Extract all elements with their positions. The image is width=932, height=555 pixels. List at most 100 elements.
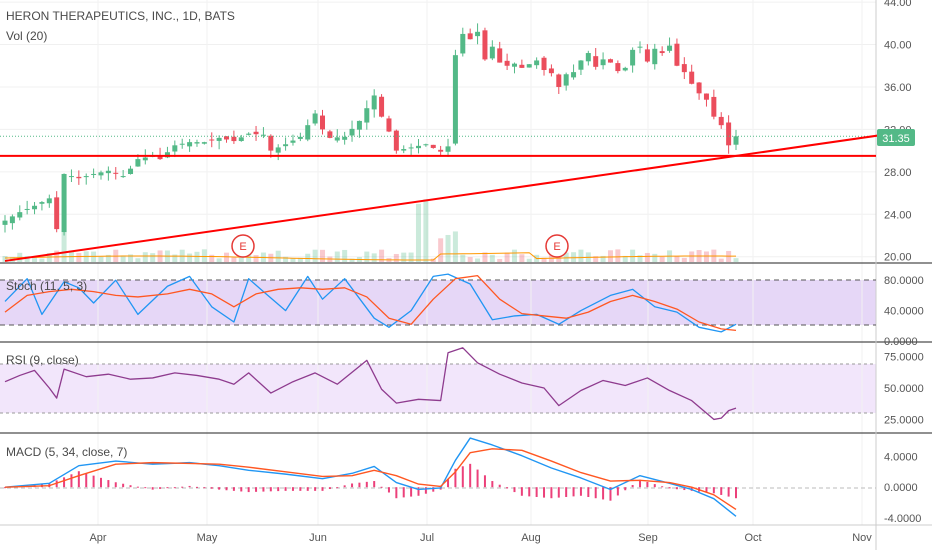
candle-body[interactable] — [179, 143, 185, 145]
candle-body[interactable] — [17, 212, 23, 218]
candle-body[interactable] — [371, 95, 377, 110]
candle-body[interactable] — [342, 136, 348, 140]
candle-body[interactable] — [320, 115, 326, 130]
candle-body[interactable] — [600, 59, 606, 66]
candle-body[interactable] — [164, 152, 170, 158]
candle-body[interactable] — [187, 142, 193, 147]
candle-body[interactable] — [386, 118, 392, 132]
candle-body[interactable] — [667, 45, 673, 51]
candle-body[interactable] — [593, 56, 599, 67]
candle-body[interactable] — [312, 113, 318, 124]
candle-body[interactable] — [297, 136, 303, 139]
candle-body[interactable] — [607, 59, 613, 63]
candle-body[interactable] — [172, 145, 178, 152]
candle-body[interactable] — [216, 137, 222, 141]
candle-body[interactable] — [519, 64, 525, 68]
candle-body[interactable] — [585, 53, 591, 62]
candle-body[interactable] — [659, 51, 665, 54]
candle-body[interactable] — [622, 67, 628, 71]
candle-body[interactable] — [511, 63, 517, 67]
candle-body[interactable] — [452, 55, 458, 144]
candle-body[interactable] — [408, 147, 414, 149]
candle-body[interactable] — [128, 168, 134, 175]
candle-body[interactable] — [209, 139, 215, 141]
candle-body[interactable] — [541, 57, 547, 71]
candle-body[interactable] — [689, 71, 695, 84]
candle-body[interactable] — [475, 31, 481, 37]
candle-body[interactable] — [201, 142, 207, 144]
candle-body[interactable] — [54, 197, 60, 230]
candle-body[interactable] — [681, 64, 687, 73]
candle-body[interactable] — [24, 208, 30, 210]
candle-body[interactable] — [534, 60, 540, 66]
candle-body[interactable] — [556, 74, 562, 87]
candle-body[interactable] — [578, 60, 584, 70]
candle-body[interactable] — [415, 145, 421, 149]
candle-body[interactable] — [194, 142, 200, 144]
candle-body[interactable] — [76, 176, 82, 179]
candle-body[interactable] — [98, 172, 104, 176]
candle-body[interactable] — [238, 137, 244, 142]
candle-body[interactable] — [726, 122, 732, 146]
candle-body[interactable] — [571, 72, 577, 78]
candles[interactable] — [2, 23, 739, 236]
candle-body[interactable] — [379, 96, 385, 117]
candle-body[interactable] — [39, 202, 45, 204]
candle-body[interactable] — [733, 136, 739, 145]
candle-body[interactable] — [334, 137, 340, 141]
trendline[interactable] — [4, 130, 906, 262]
candle-body[interactable] — [246, 133, 252, 135]
candle-body[interactable] — [68, 176, 74, 178]
candle-body[interactable] — [356, 120, 362, 130]
candle-body[interactable] — [253, 131, 259, 135]
candle-body[interactable] — [630, 49, 636, 66]
earnings-marker[interactable]: E — [231, 234, 255, 258]
candle-body[interactable] — [718, 116, 724, 126]
candle-body[interactable] — [482, 30, 488, 60]
candle-body[interactable] — [615, 63, 621, 72]
candle-body[interactable] — [231, 136, 237, 142]
candle-body[interactable] — [260, 134, 266, 136]
candle-body[interactable] — [290, 140, 296, 143]
candle-body[interactable] — [83, 176, 89, 178]
candle-body[interactable] — [2, 220, 8, 225]
candle-body[interactable] — [142, 157, 148, 161]
candle-body[interactable] — [644, 49, 650, 62]
candle-body[interactable] — [268, 135, 274, 151]
candle-body[interactable] — [563, 74, 569, 86]
candle-body[interactable] — [504, 60, 510, 66]
candle-body[interactable] — [91, 173, 97, 175]
candle-body[interactable] — [135, 159, 141, 167]
candle-body[interactable] — [393, 130, 399, 151]
candle-body[interactable] — [61, 173, 67, 233]
candle-body[interactable] — [224, 136, 230, 140]
candle-body[interactable] — [349, 128, 355, 136]
candle-body[interactable] — [327, 131, 333, 138]
candle-body[interactable] — [711, 96, 717, 117]
candle-body[interactable] — [438, 149, 444, 152]
candle-body[interactable] — [430, 144, 436, 148]
candle-body[interactable] — [401, 149, 407, 151]
candle-body[interactable] — [445, 146, 451, 152]
candle-body[interactable] — [275, 147, 281, 153]
candle-body[interactable] — [364, 108, 370, 123]
candle-body[interactable] — [46, 198, 52, 204]
candle-body[interactable] — [105, 170, 111, 174]
candle-body[interactable] — [423, 144, 429, 146]
candle-body[interactable] — [120, 176, 126, 178]
candle-body[interactable] — [637, 46, 643, 48]
candle-body[interactable] — [460, 33, 466, 54]
candle-body[interactable] — [497, 48, 503, 63]
candle-body[interactable] — [703, 93, 709, 100]
candle-body[interactable] — [113, 172, 119, 174]
candle-body[interactable] — [305, 125, 311, 140]
candle-body[interactable] — [652, 48, 658, 65]
candle-body[interactable] — [157, 156, 163, 160]
candle-body[interactable] — [674, 43, 680, 66]
candle-body[interactable] — [696, 82, 702, 94]
candle-body[interactable] — [467, 33, 473, 40]
candle-body[interactable] — [32, 205, 38, 210]
candle-body[interactable] — [526, 64, 532, 68]
